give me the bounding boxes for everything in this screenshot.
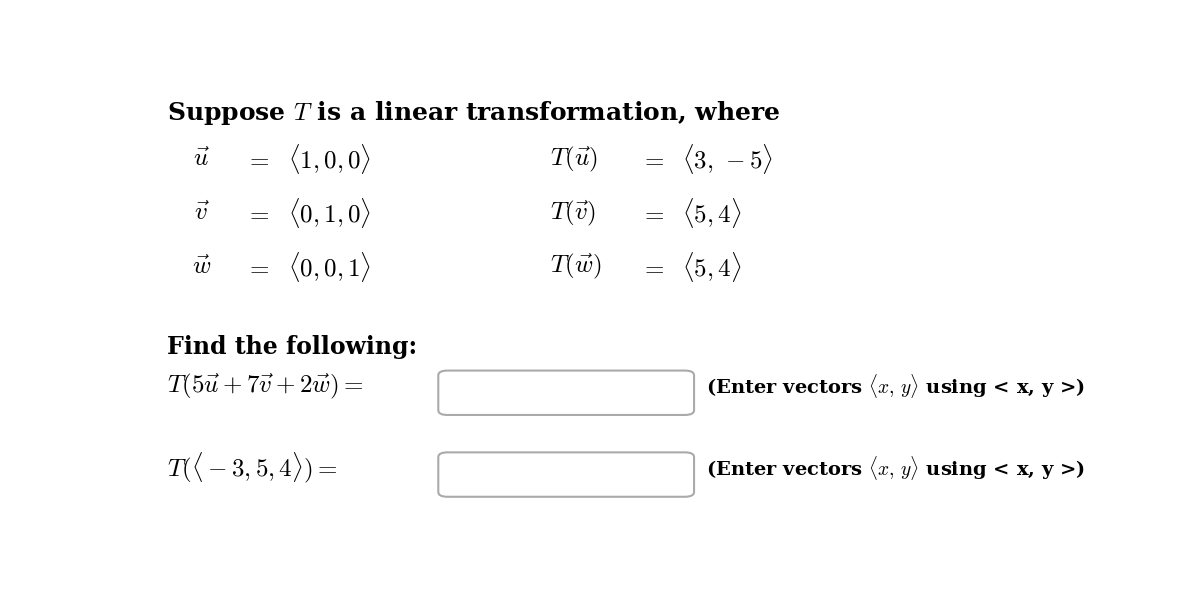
Text: (Enter vectors $\langle x,\, y\rangle$ using < x, y >): (Enter vectors $\langle x,\, y\rangle$ u…	[706, 454, 1085, 482]
Text: $\vec{v}$: $\vec{v}$	[193, 201, 209, 225]
Text: $T(\vec{v})$: $T(\vec{v})$	[550, 198, 595, 228]
Text: $T(\vec{u})$: $T(\vec{u})$	[550, 144, 598, 174]
Text: $\vec{w}$: $\vec{w}$	[192, 255, 211, 279]
Text: $=$: $=$	[245, 201, 269, 225]
FancyBboxPatch shape	[438, 370, 694, 415]
Text: $\langle 3,\,-5 \rangle$: $\langle 3,\,-5 \rangle$	[682, 142, 773, 176]
Text: $T(5\vec{u} + 7\vec{v} + 2\vec{w}) =$: $T(5\vec{u} + 7\vec{v} + 2\vec{w}) =$	[167, 371, 364, 401]
FancyBboxPatch shape	[438, 452, 694, 497]
Text: $=$: $=$	[245, 255, 269, 279]
Text: $\langle 1, 0, 0 \rangle$: $\langle 1, 0, 0 \rangle$	[288, 142, 371, 176]
Text: Find the following:: Find the following:	[167, 334, 416, 359]
Text: $\langle 0, 0, 1 \rangle$: $\langle 0, 0, 1 \rangle$	[288, 250, 371, 284]
Text: $\langle 5, 4 \rangle$: $\langle 5, 4 \rangle$	[682, 250, 742, 284]
Text: $T(\langle -3, 5, 4\rangle) =$: $T(\langle -3, 5, 4\rangle) =$	[167, 450, 337, 485]
Text: (Enter vectors $\langle x,\, y\rangle$ using < x, y >): (Enter vectors $\langle x,\, y\rangle$ u…	[706, 372, 1085, 400]
Text: $\langle 0, 1, 0 \rangle$: $\langle 0, 1, 0 \rangle$	[288, 196, 371, 230]
Text: $\vec{u}$: $\vec{u}$	[193, 148, 210, 171]
Text: $=$: $=$	[640, 201, 665, 225]
Text: Suppose $T$ is a linear transformation, where: Suppose $T$ is a linear transformation, …	[167, 98, 780, 126]
Text: $=$: $=$	[640, 148, 665, 171]
Text: $=$: $=$	[640, 255, 665, 279]
Text: $\langle 5, 4 \rangle$: $\langle 5, 4 \rangle$	[682, 196, 742, 230]
Text: $=$: $=$	[245, 148, 269, 171]
Text: $T(\vec{w})$: $T(\vec{w})$	[550, 252, 601, 282]
